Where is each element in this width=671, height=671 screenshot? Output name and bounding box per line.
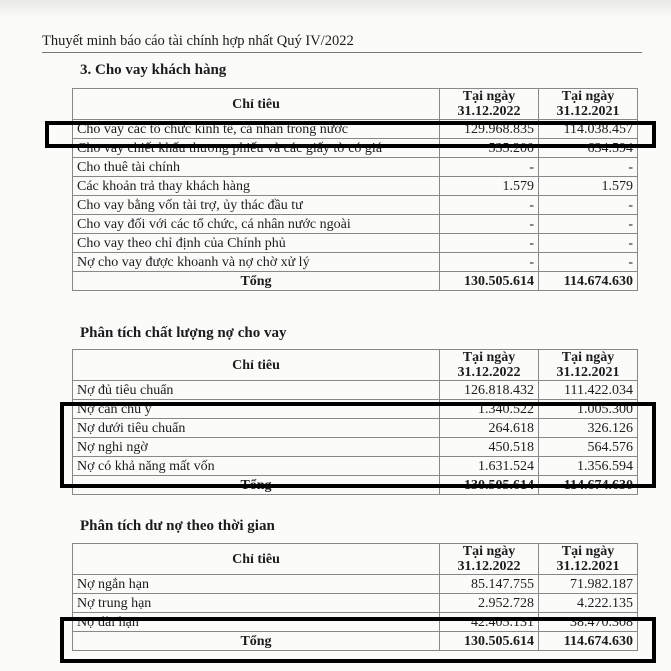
table-row: Các khoản trả thay khách hàng 1.579 1.579 bbox=[72, 176, 638, 196]
table-row: Cho vay theo chỉ định của Chính phủ - - bbox=[72, 233, 638, 253]
row-label: Nợ cho vay được khoanh và nợ chờ xử lý bbox=[72, 252, 440, 272]
document-title: Thuyết minh báo cáo tài chính hợp nhất Q… bbox=[42, 33, 354, 49]
header-indicator: Chỉ tiêu bbox=[72, 88, 440, 120]
total-label: Tổng bbox=[72, 271, 440, 291]
header-2021: Tại ngày 31.12.2021 bbox=[538, 349, 638, 381]
value-2021: - bbox=[538, 214, 638, 234]
row-label: Nợ đủ tiêu chuẩn bbox=[72, 380, 440, 400]
total-2022: 130.505.614 bbox=[439, 631, 539, 651]
header-row: Chỉ tiêu Tại ngày 31.12.2022 Tại ngày 31.1… bbox=[72, 88, 638, 120]
value-2021: - bbox=[538, 252, 638, 272]
header-indicator: Chỉ tiêu bbox=[72, 543, 440, 575]
table-row: Nợ có khả năng mất vốn 1.631.524 1.356.594 bbox=[72, 456, 638, 476]
row-label: Cho vay theo chỉ định của Chính phủ bbox=[72, 233, 440, 253]
section1-heading: 3. Cho vay khách hàng bbox=[80, 62, 227, 78]
header-row: Chỉ tiêu Tại ngày 31.12.2022 Tại ngày 31.1… bbox=[72, 543, 638, 575]
header-2022: Tại ngày 31.12.2022 bbox=[439, 349, 539, 381]
value-2022: 85.147.755 bbox=[439, 574, 539, 594]
page-top-edge bbox=[0, 0, 671, 18]
table-row: Cho thuê tài chính - - bbox=[72, 157, 638, 177]
total-2022: 130.505.614 bbox=[439, 271, 539, 291]
header-2022: Tại ngày 31.12.2022 bbox=[439, 543, 539, 575]
value-2022: 450.518 bbox=[439, 437, 539, 457]
value-2021: - bbox=[538, 157, 638, 177]
value-2022: - bbox=[439, 214, 539, 234]
highlight-box-domestic-loans bbox=[45, 121, 656, 148]
header-2021: Tại ngày 31.12.2021 bbox=[538, 543, 638, 575]
header-indicator: Chỉ tiêu bbox=[72, 349, 440, 381]
total-row: Tổng 130.505.614 114.674.630 bbox=[72, 271, 638, 291]
value-2022: - bbox=[439, 233, 539, 253]
value-2021: - bbox=[538, 233, 638, 253]
value-2021: 111.422.034 bbox=[538, 380, 638, 400]
highlight-box-long-term bbox=[60, 617, 656, 663]
table-row: Nợ đủ tiêu chuẩn 126.818.432 111.422.034 bbox=[72, 380, 638, 400]
table-row: Cho vay bằng vốn tài trợ, ủy thác đầu tư… bbox=[72, 195, 638, 215]
value-2022: 2.952.728 bbox=[439, 593, 539, 613]
row-label: Nợ ngắn hạn bbox=[72, 574, 440, 594]
value-2021: - bbox=[538, 195, 638, 215]
value-2021: 1.579 bbox=[538, 176, 638, 196]
total-2021: 114.674.630 bbox=[538, 631, 638, 651]
header-row: Chỉ tiêu Tại ngày 31.12.2022 Tại ngày 31.1… bbox=[72, 349, 638, 381]
row-label: Cho vay đối với các tổ chức, cá nhân nướ… bbox=[72, 214, 440, 234]
highlight-box-bad-debt bbox=[60, 402, 656, 488]
value-2021: 4.222.135 bbox=[538, 593, 638, 613]
row-label: Cho thuê tài chính bbox=[72, 157, 440, 177]
table-row: Nợ ngắn hạn 85.147.755 71.982.187 bbox=[72, 574, 638, 594]
value-2022: - bbox=[439, 157, 539, 177]
value-2022: - bbox=[439, 252, 539, 272]
value-2022: 126.818.432 bbox=[439, 380, 539, 400]
loans-table: Chỉ tiêu Tại ngày 31.12.2022 Tại ngày 31.1… bbox=[72, 88, 638, 291]
loan-term-table: Chỉ tiêu Tại ngày 31.12.2022 Tại ngày 31.1… bbox=[72, 543, 638, 651]
value-2021: 1.356.594 bbox=[538, 456, 638, 476]
header-2021: Tại ngày 31.12.2021 bbox=[538, 88, 638, 120]
table-row: Nợ cho vay được khoanh và nợ chờ xử lý - - bbox=[72, 252, 638, 272]
total-row: Tổng 130.505.614 114.674.630 bbox=[72, 631, 638, 651]
value-2022: 535.200 bbox=[439, 138, 539, 158]
value-2021: 71.982.187 bbox=[538, 574, 638, 594]
total-2021: 114.674.630 bbox=[538, 271, 638, 291]
total-row: Tổng 130.505.614 114.674.630 bbox=[72, 475, 638, 495]
section2-heading: Phân tích chất lượng nợ cho vay bbox=[80, 325, 287, 341]
row-label: Nợ trung hạn bbox=[72, 593, 440, 613]
row-label: Các khoản trả thay khách hàng bbox=[72, 176, 440, 196]
table-row: Cho vay đối với các tổ chức, cá nhân nướ… bbox=[72, 214, 638, 234]
section3-heading: Phân tích dư nợ theo thời gian bbox=[80, 518, 275, 534]
header-2022: Tại ngày 31.12.2022 bbox=[439, 88, 539, 120]
value-2022: - bbox=[439, 195, 539, 215]
value-2022: 1.579 bbox=[439, 176, 539, 196]
table-row: Nợ trung hạn 2.952.728 4.222.135 bbox=[72, 593, 638, 613]
row-label: Cho vay bằng vốn tài trợ, ủy thác đầu tư bbox=[72, 195, 440, 215]
header-rule bbox=[42, 52, 642, 53]
